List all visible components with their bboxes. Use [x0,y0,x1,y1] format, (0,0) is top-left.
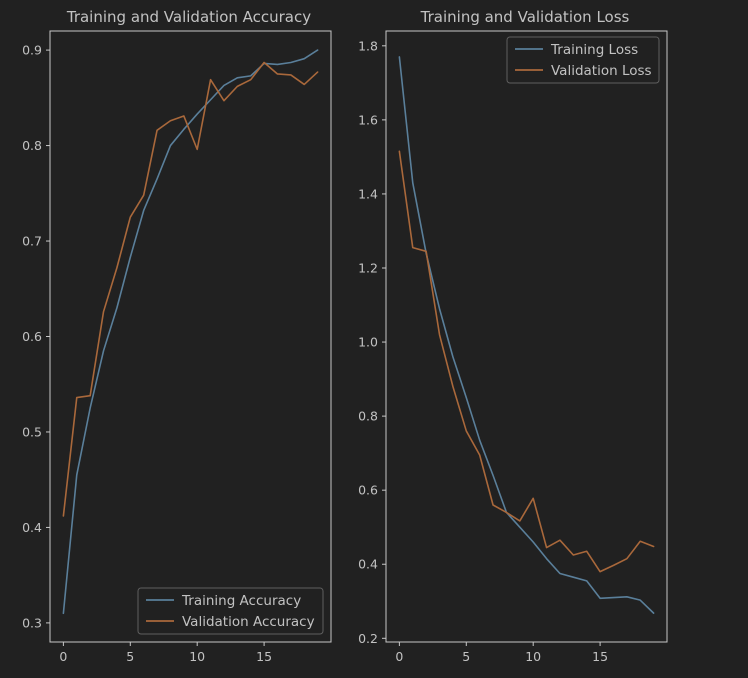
accuracy-series-line-training [62,49,319,615]
accuracy-ytick-label: 0.5 [22,424,42,439]
accuracy-legend-label: Training Accuracy [181,593,301,609]
loss-legend: Training Loss Validation Loss [506,36,660,84]
loss-legend-box [506,36,660,84]
accuracy-xtick-label: 10 [189,649,205,664]
loss-legend-label: Training Loss [550,42,638,58]
accuracy-xtick-label: 5 [126,649,134,664]
accuracy-ytick-label: 0.9 [22,43,42,58]
accuracy-chart: Training and Validation Accuracy 0.30.40… [22,8,332,664]
accuracy-ytick-label: 0.6 [22,329,42,344]
loss-chart-title: Training and Validation Loss [420,8,630,26]
loss-ytick-label: 1.8 [358,38,378,53]
loss-xtick-label: 5 [462,649,470,664]
accuracy-ytick-label: 0.8 [22,138,42,153]
loss-ytick-label: 0.8 [358,409,378,424]
accuracy-legend-box [137,587,324,635]
loss-ytick-label: 0.6 [358,483,378,498]
loss-legend-label: Validation Loss [551,63,652,79]
loss-series-line-validation [398,150,655,573]
loss-ytick-label: 1.4 [358,186,378,201]
accuracy-legend-label: Validation Accuracy [182,614,315,630]
loss-series-line-training [398,56,655,614]
accuracy-ytick-label: 0.7 [22,234,42,249]
loss-plot-area: 0.2 0.4 0.6 0.8 1.0 1.2 1.4 1.6 1.8 0 5 10 15 [358,30,668,664]
loss-xtick-label: 0 [395,649,403,664]
accuracy-legend: Training Accuracy Validation Accuracy [137,587,324,635]
accuracy-ytick-label: 0.3 [22,615,42,630]
accuracy-plot-area: 0.3 0.4 0.5 0.6 0.7 0.8 0.9 0 5 10 15 [22,30,332,664]
loss-ytick-label: 0.2 [358,631,378,646]
accuracy-chart-title: Training and Validation Accuracy [66,8,311,26]
loss-ytick-label: 1.2 [358,260,378,275]
loss-chart: Training and Validation Loss 0.20.40.60.… [358,8,668,664]
accuracy-ytick-label: 0.4 [22,520,42,535]
loss-xtick-label: 15 [592,649,608,664]
accuracy-xtick-label: 15 [256,649,272,664]
accuracy-xtick-label: 0 [59,649,67,664]
accuracy-series-line-validation [62,61,319,517]
loss-axes-frame [385,30,668,643]
loss-ytick-label: 1.0 [358,335,378,350]
loss-xtick-label: 10 [525,649,541,664]
loss-ytick-label: 1.6 [358,112,378,127]
loss-ytick-label: 0.4 [358,557,378,572]
